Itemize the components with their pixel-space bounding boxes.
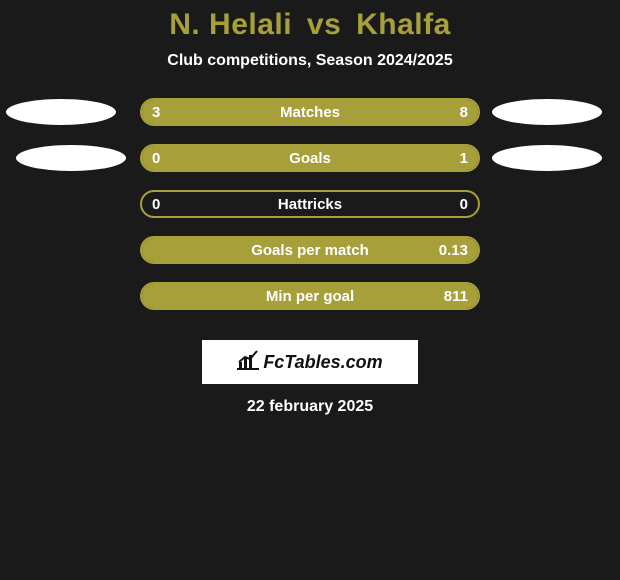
stat-row: Min per goal 811 [0,282,620,310]
stat-row: 0 Goals 1 [0,144,620,172]
player1-name: N. Helali [169,8,292,41]
stat-value-left: 3 [152,104,160,121]
player1-oval [16,145,126,171]
subtitle: Club competitions, Season 2024/2025 [167,52,452,70]
stat-label: Min per goal [266,288,354,305]
player1-oval [6,99,116,125]
brand-box: FcTables.com [202,340,418,384]
stat-value-right: 811 [444,288,468,305]
stat-value-right: 8 [460,104,468,121]
stat-bar: Goals per match 0.13 [140,236,480,264]
player2-oval [492,145,602,171]
stat-bar: 0 Goals 1 [140,144,480,172]
stats-list: 3 Matches 8 0 Goals 1 0 Hattricks 0 Goals per mat… [0,98,620,328]
stat-label: Goals per match [251,242,369,259]
vs-separator: vs [307,8,341,41]
player2-oval [492,99,602,125]
stat-row: Goals per match 0.13 [0,236,620,264]
stat-value-right: 0 [460,196,468,213]
stat-bar: Min per goal 811 [140,282,480,310]
stat-label: Goals [289,150,331,167]
stat-label: Hattricks [278,196,342,213]
bar-fill-right [233,100,478,124]
stat-row: 3 Matches 8 [0,98,620,126]
stat-bar: 3 Matches 8 [140,98,480,126]
chart-icon [237,350,259,375]
stat-value-right: 1 [460,150,468,167]
stat-value-left: 0 [152,150,160,167]
stat-bar: 0 Hattricks 0 [140,190,480,218]
stat-label: Matches [280,104,340,121]
player2-name: Khalfa [356,8,451,41]
page-title: N. Helali vs Khalfa [169,8,451,42]
brand-text: FcTables.com [263,352,382,373]
date-label: 22 february 2025 [247,398,373,416]
stat-value-right: 0.13 [439,242,468,259]
stat-value-left: 0 [152,196,160,213]
comparison-card: N. Helali vs Khalfa Club competitions, S… [0,0,620,416]
stat-row: 0 Hattricks 0 [0,190,620,218]
